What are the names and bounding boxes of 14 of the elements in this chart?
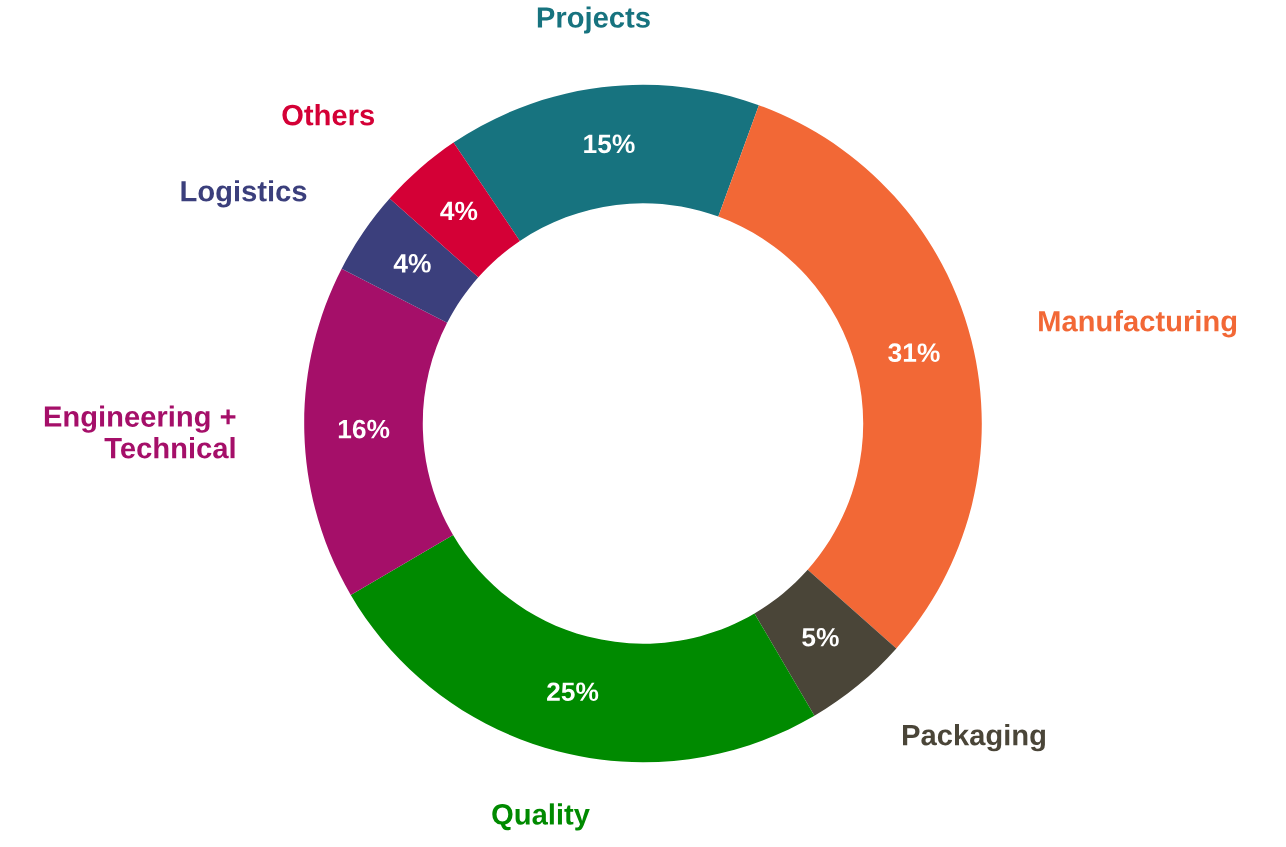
data-label: 15% [584,134,635,154]
slice-label: Logistics [181,180,307,208]
slice-label: Quality [492,803,590,831]
slice-label: Engineering + Technical [44,405,236,459]
data-label: 4% [440,201,478,221]
slice-label: Packaging [903,724,1045,752]
data-label: 31% [888,343,940,363]
data-label: 16% [338,419,390,439]
data-label: 25% [547,682,599,702]
slice-label: Manufacturing [1039,310,1237,338]
data-label: 4% [393,254,431,273]
data-label: 5% [802,627,839,647]
slice-label: Projects [537,6,650,34]
slice-label: Others [282,104,375,126]
